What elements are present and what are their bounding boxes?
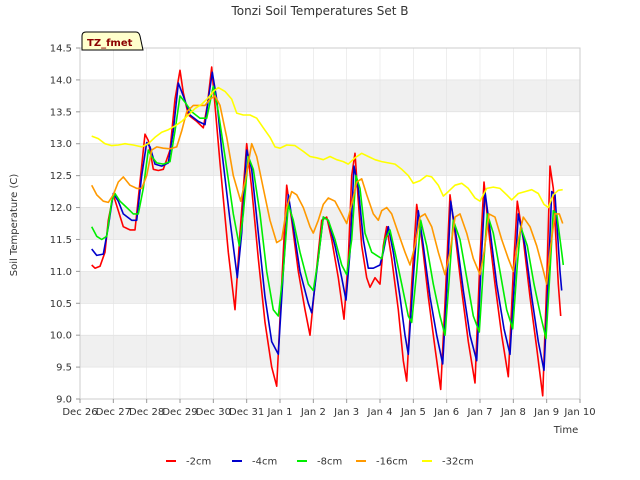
y-tick-label: 12.5 [50, 171, 72, 182]
x-tick-label: Dec 27 [96, 407, 131, 418]
x-tick-label: Jan 4 [367, 407, 393, 418]
x-tick-label: Jan 6 [433, 407, 459, 418]
y-tick-label: 9.5 [56, 363, 72, 374]
legend-item: -8cm [297, 457, 342, 468]
background-band [80, 303, 580, 336]
x-tick-label: Jan 2 [300, 407, 326, 418]
legend: -2cm -4cm -8cm -16cm -32cm [166, 457, 474, 468]
y-tick-label: 13.0 [50, 139, 72, 150]
legend-label: -32cm [442, 457, 474, 468]
legend-label: -16cm [376, 457, 408, 468]
x-axis-title: Time [553, 425, 578, 436]
x-tick-label: Jan 7 [467, 407, 493, 418]
y-tick-label: 11.0 [50, 267, 72, 278]
series-line-minus-8cm [90, 85, 565, 340]
background-band [80, 335, 580, 368]
x-tick-label: Jan 5 [400, 407, 426, 418]
series-line-minus-32cm [91, 86, 563, 209]
x-tick-label: Dec 30 [196, 407, 231, 418]
series-line-minus-4cm [91, 71, 563, 372]
x-tick-label: Jan 3 [333, 407, 359, 418]
background-band [80, 239, 580, 272]
background-band [80, 367, 580, 399]
legend-label: -8cm [317, 457, 342, 468]
plot-area-border [79, 47, 581, 400]
x-tick-label: Dec 26 [62, 407, 97, 418]
legend-label: -2cm [186, 457, 211, 468]
background-band [80, 79, 580, 112]
y-tick-label: 10.0 [50, 331, 72, 342]
legend-item: -16cm [356, 457, 408, 468]
badge-background [81, 31, 144, 51]
y-tick-label: 14.5 [50, 44, 72, 55]
badge-label: TZ_fmet [87, 38, 133, 49]
x-tick-label: Jan 10 [563, 407, 595, 418]
background-band [80, 175, 580, 208]
legend-item: -4cm [232, 457, 277, 468]
y-tick-label: 13.5 [50, 107, 72, 118]
legend-item: -2cm [166, 457, 211, 468]
x-tick-label: Jan 8 [500, 407, 526, 418]
x-tick-label: Dec 28 [129, 407, 164, 418]
y-tick-label: 9.0 [56, 395, 72, 406]
legend-label: -4cm [252, 457, 277, 468]
background-band [80, 111, 580, 144]
y-tick-label: 12.0 [50, 203, 72, 214]
x-tick-label: Jan 9 [533, 407, 559, 418]
y-tick-label: 10.5 [50, 299, 72, 310]
y-tick-label: 11.5 [50, 235, 72, 246]
y-axis-title: Soil Temperature (C) [9, 174, 20, 277]
series-lines [90, 66, 565, 397]
y-tick-label: 14.0 [50, 75, 72, 86]
background-band [80, 48, 580, 80]
legend-item: -32cm [422, 457, 474, 468]
series-line-minus-16cm [90, 95, 564, 285]
tz-fmet-badge: TZ_fmet [81, 31, 144, 51]
y-axis-ticks: 9.0 9.5 10.0 10.5 11.0 11.5 12.0 12.5 13.0 13.5 14… [50, 44, 80, 406]
x-tick-label: Dec 31 [229, 407, 264, 418]
background-band [80, 143, 580, 176]
x-tick-label: Dec 29 [162, 407, 197, 418]
x-tick-label: Jan 1 [267, 407, 293, 418]
chart-title: Tonzi Soil Temperatures Set B [231, 4, 409, 18]
